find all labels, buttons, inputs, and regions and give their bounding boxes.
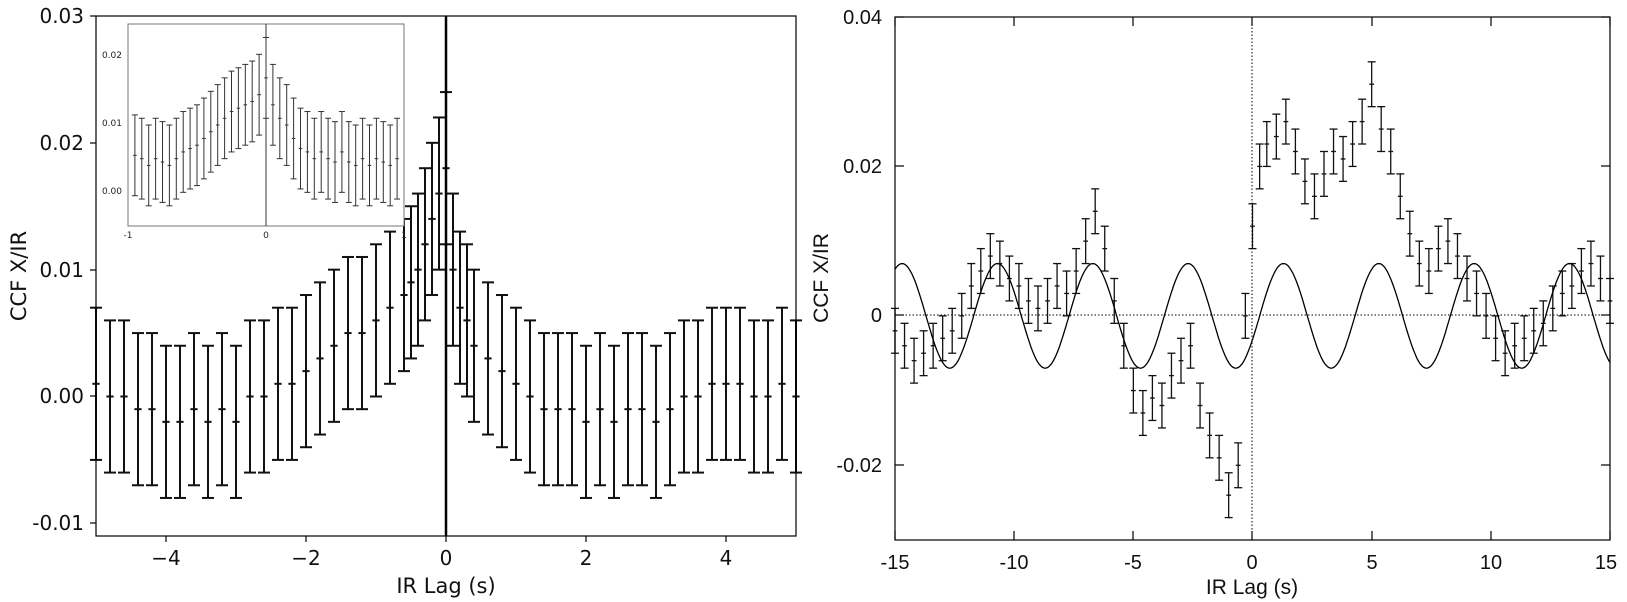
right-x-tick-label: -10	[1000, 552, 1029, 574]
right-y-tick-label: 0	[871, 305, 882, 327]
left-x-axis	[165, 536, 727, 542]
left-y-tick-label: -0.01	[32, 511, 84, 535]
left-y-axis	[90, 15, 96, 524]
right-y-tick-label: 0.04	[843, 7, 882, 29]
inset-y-tick-label: 0.01	[102, 119, 122, 129]
right-y-axis	[895, 16, 1610, 466]
inset-chart-marks	[131, 36, 401, 207]
left-y-tick-label: 0.00	[39, 384, 84, 408]
left-chart: 0.02 0.01 0.00 -1 0 1 0.03 0.02 0.01 0.0…	[7, 4, 802, 598]
inset-y-tick-label: 0.00	[102, 187, 122, 197]
right-x-tick-label: 0	[1246, 552, 1257, 574]
left-x-axis-label: IR Lag (s)	[396, 574, 495, 598]
right-y-axis-label: CCF X/IR	[810, 233, 833, 323]
left-x-tick-label: 2	[580, 546, 593, 570]
right-sine-model-curve	[894, 262, 1611, 369]
right-x-tick-label: -15	[881, 552, 910, 574]
right-y-tick-label: -0.02	[836, 455, 882, 477]
left-x-tick-label: −4	[151, 546, 180, 570]
right-x-axis	[894, 17, 1611, 540]
right-x-axis-label: IR Lag (s)	[1206, 576, 1298, 599]
right-x-tick-label: -5	[1124, 552, 1142, 574]
left-x-tick-label: 0	[440, 546, 453, 570]
right-chart: 0.04 0.02 0 -0.02 -15 -10 -5 0 5 10 15 I…	[810, 7, 1617, 599]
left-x-tick-label: 4	[720, 546, 733, 570]
right-x-tick-label: 10	[1480, 552, 1502, 574]
left-y-axis-label: CCF X/IR	[7, 231, 31, 321]
inset-x-tick-label: -1	[124, 231, 133, 241]
left-y-tick-label: 0.01	[39, 258, 84, 282]
left-x-tick-label: −2	[291, 546, 320, 570]
right-x-tick-label: 5	[1366, 552, 1377, 574]
right-y-tick-label: 0.02	[843, 156, 882, 178]
inset-x-tick-label: 1	[401, 231, 407, 241]
left-y-tick-label: 0.03	[39, 4, 84, 28]
inset-y-tick-label: 0.02	[102, 51, 122, 61]
right-x-tick-label: 15	[1595, 552, 1617, 574]
left-y-tick-label: 0.02	[39, 131, 84, 155]
inset-x-tick-label: 0	[263, 231, 269, 241]
